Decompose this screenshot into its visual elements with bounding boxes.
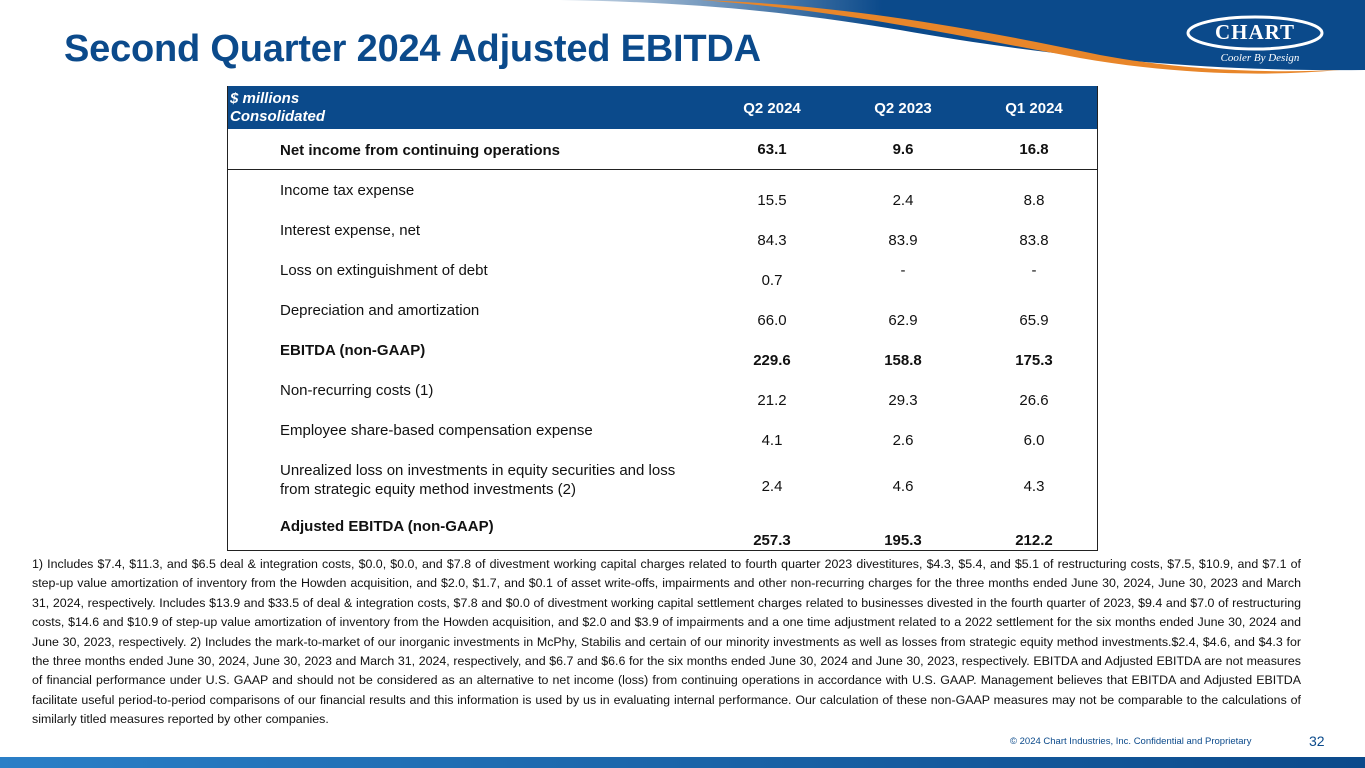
table-row: Income tax expense 15.5 2.4 8.8 <box>228 170 1097 210</box>
cell-value: 65.9 <box>1019 312 1049 329</box>
cell-value: - <box>900 262 906 279</box>
table-row: Depreciation and amortization 66.0 62.9 65.… <box>228 290 1097 330</box>
cell-value: 0.7 <box>761 272 783 289</box>
row-label: Unrealized loss on investments in equity… <box>280 462 676 498</box>
column-header: Q2 2023 <box>874 100 932 117</box>
cell-value: 66.0 <box>757 312 787 329</box>
cell-value: 29.3 <box>888 392 918 409</box>
cell-value: 16.8 <box>1019 141 1049 158</box>
footer-bar <box>0 757 1365 768</box>
tagline: Cooler By Design <box>1220 52 1300 64</box>
column-header: Q1 2024 <box>1005 100 1063 117</box>
row-label: Net income from continuing operations <box>280 142 561 159</box>
table-row: Loss on extinguishment of debt 0.7 - - <box>228 250 1097 290</box>
table-row: Adjusted EBITDA (non-GAAP) 257.3 195.3 212.… <box>228 506 1097 550</box>
cell-value: 2.4 <box>892 192 914 209</box>
copyright: © 2024 Chart Industries, Inc. Confidenti… <box>1010 736 1252 747</box>
cell-value: 158.8 <box>884 352 922 369</box>
cell-value: 26.6 <box>1019 392 1049 409</box>
swoosh-accent <box>700 0 1340 74</box>
column-header: Q2 2024 <box>743 100 801 117</box>
cell-value: 63.1 <box>757 141 787 158</box>
page-number: 32 <box>1309 733 1325 749</box>
row-label: EBITDA (non-GAAP) <box>280 342 426 359</box>
cell-value: 4.3 <box>1023 478 1045 495</box>
cell-value: 195.3 <box>884 532 922 549</box>
cell-value: 21.2 <box>757 392 787 409</box>
cell-value: 83.9 <box>888 232 918 249</box>
cell-value: 84.3 <box>757 232 787 249</box>
table-row: Unrealized loss on investments in equity… <box>228 450 1097 506</box>
cell-value: 175.3 <box>1015 352 1053 369</box>
row-label: Adjusted EBITDA (non-GAAP) <box>280 518 494 535</box>
row-label: Income tax expense <box>280 182 415 199</box>
row-label: Loss on extinguishment of debt <box>280 262 488 279</box>
cell-value: 15.5 <box>757 192 787 209</box>
cell-value: 9.6 <box>892 141 914 158</box>
scope: Consolidated <box>230 108 326 125</box>
cell-value: 6.0 <box>1023 432 1045 449</box>
cell-value: 4.1 <box>761 432 783 449</box>
row-label: Non-recurring costs (1) <box>280 382 434 399</box>
cell-value: 4.6 <box>892 478 914 495</box>
cell-value: 2.6 <box>892 432 914 449</box>
table-row: EBITDA (non-GAAP) 229.6 158.8 175.3 <box>228 330 1097 370</box>
table-row: Non-recurring costs (1) 21.2 29.3 26.6 <box>228 370 1097 410</box>
cell-value: 62.9 <box>888 312 918 329</box>
cell-value: 229.6 <box>753 352 791 369</box>
cell-value: 8.8 <box>1023 192 1045 209</box>
cell-value: - <box>1031 262 1037 279</box>
row-label: Interest expense, net <box>280 222 421 239</box>
table-header: $ millions Consolidated Q2 2024 Q2 2023 Q1… <box>228 86 1097 129</box>
footnote: 1) Includes $7.4, $11.3, and $6.5 deal &… <box>32 557 1301 727</box>
cell-value: 257.3 <box>753 532 791 549</box>
row-label: Employee share-based compensation expens… <box>280 422 593 439</box>
unit: $ millions <box>230 90 300 107</box>
cell-value: 83.8 <box>1019 232 1049 249</box>
cell-value: 2.4 <box>761 478 783 495</box>
logo: CHART <box>1214 20 1296 44</box>
row-label: Depreciation and amortization <box>280 302 480 319</box>
title: Second Quarter 2024 Adjusted EBITDA <box>64 28 761 70</box>
logo-ellipse <box>1186 15 1324 51</box>
table: $ millions Consolidated Q2 2024 Q2 2023 Q1… <box>227 86 1098 551</box>
table-row: Employee share-based compensation expens… <box>228 410 1097 450</box>
cell-value: 212.2 <box>1015 532 1053 549</box>
header-label: $ millions Consolidated <box>230 90 325 126</box>
table-row: Net income from continuing operations 63.… <box>228 129 1097 170</box>
table-row: Interest expense, net 84.3 83.9 83.8 <box>228 210 1097 250</box>
